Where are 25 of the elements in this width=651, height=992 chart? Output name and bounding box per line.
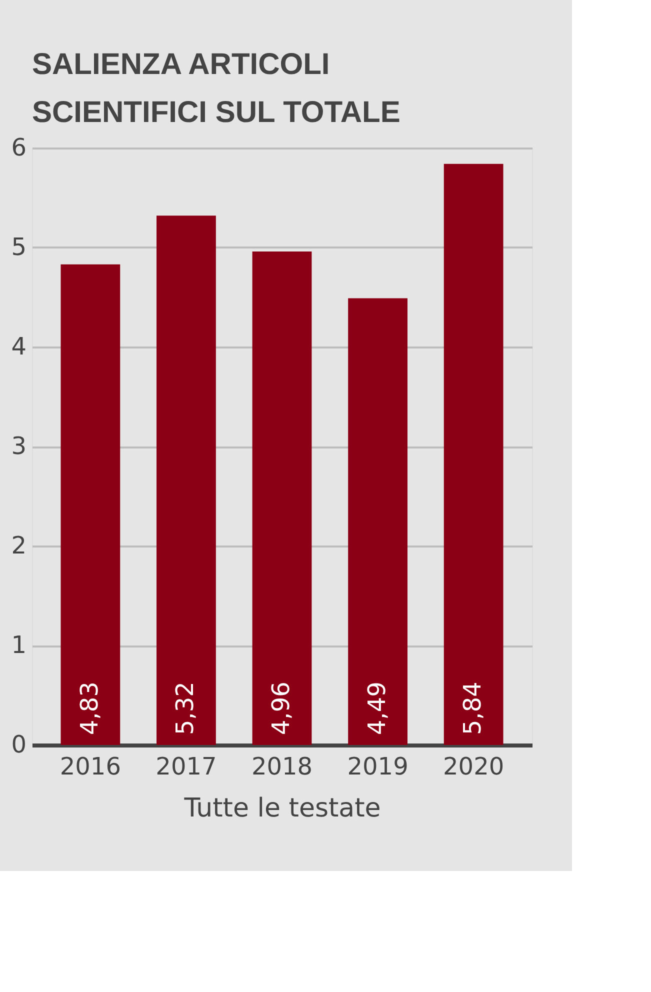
text: SALIENZA ARTICOLI	[32, 48, 330, 81]
data-label: 4,96	[267, 682, 295, 735]
x-axis-title: Tutte le testate	[183, 794, 381, 824]
data-label: 5,84	[458, 682, 487, 735]
x-tick-label: 2019	[347, 752, 408, 780]
x-tick-label: 2018	[251, 752, 313, 780]
y-tick-label: 3	[11, 432, 26, 460]
bar	[156, 216, 216, 745]
x-tick-label: 2016	[60, 752, 121, 780]
y-tick-label: 1	[11, 631, 26, 659]
data-label: 5,32	[171, 682, 200, 735]
y-tick-label: 5	[11, 233, 26, 261]
x-tick-label: 2020	[443, 752, 504, 780]
y-tick-label: 2	[11, 532, 26, 560]
bar	[60, 264, 120, 745]
y-tick-label: 6	[11, 134, 26, 162]
data-label: 4,49	[362, 682, 391, 735]
data-label: 4,83	[75, 682, 104, 735]
bar	[252, 251, 312, 745]
bar	[444, 164, 504, 745]
y-tick-label: 4	[11, 332, 26, 360]
y-tick-label: 0	[11, 730, 26, 758]
x-tick-label: 2017	[156, 752, 217, 780]
bar	[348, 298, 408, 745]
text: SCIENTIFICI SUL TOTALE	[32, 96, 400, 129]
